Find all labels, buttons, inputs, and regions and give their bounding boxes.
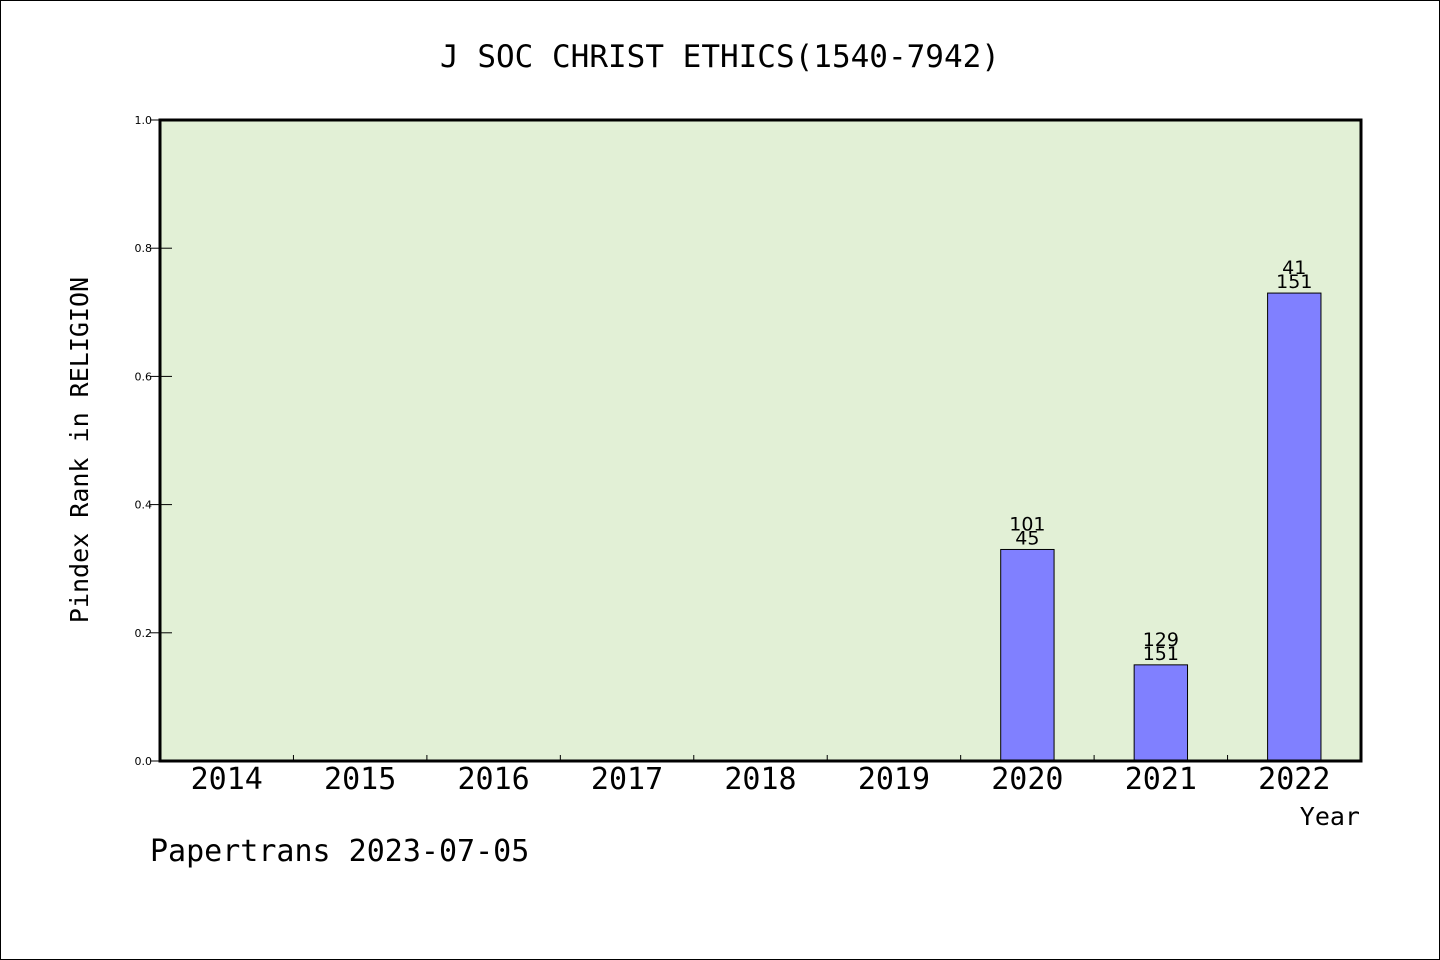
x-tick-label: 2014 — [191, 762, 263, 797]
y-tick-label: 0.8 — [135, 242, 153, 255]
bar — [1000, 548, 1055, 762]
bars-group — [1000, 292, 1322, 762]
x-tick-label: 2017 — [591, 762, 663, 797]
bar-label-bottom: 151 — [1276, 271, 1312, 293]
bar-label-top: 101 — [1009, 513, 1045, 535]
plot-area — [160, 120, 1361, 761]
footer-credit: Papertrans 2023-07-05 — [150, 834, 530, 869]
bar-label-top: 129 — [1143, 629, 1179, 651]
x-tick-label: 2018 — [724, 762, 796, 797]
y-tick-label: 0.0 — [135, 755, 153, 768]
x-axis-label: Year — [1300, 802, 1360, 831]
bar-label-bottom: 151 — [1143, 643, 1179, 665]
x-tick-label: 2021 — [1125, 762, 1197, 797]
x-tick-label: 2022 — [1258, 762, 1330, 797]
chart-title: J SOC CHRIST ETHICS(1540-7942) — [440, 39, 1000, 75]
y-tick-label: 1.0 — [135, 114, 153, 127]
x-tick-label: 2016 — [457, 762, 529, 797]
bar — [1267, 292, 1322, 762]
bar-label-bottom: 45 — [1015, 527, 1039, 549]
x-tick-label: 2015 — [324, 762, 396, 797]
x-tick-label: 2019 — [858, 762, 930, 797]
bar — [1133, 664, 1189, 762]
x-tick-label: 2020 — [991, 762, 1063, 797]
plot-border — [158, 118, 1363, 763]
y-tick-label: 0.6 — [135, 370, 153, 383]
bar-label-top: 41 — [1282, 257, 1306, 279]
y-tick-label: 0.4 — [135, 499, 153, 512]
y-axis-label: Pindex Rank in RELIGION — [65, 277, 94, 623]
y-tick-label: 0.2 — [135, 627, 153, 640]
